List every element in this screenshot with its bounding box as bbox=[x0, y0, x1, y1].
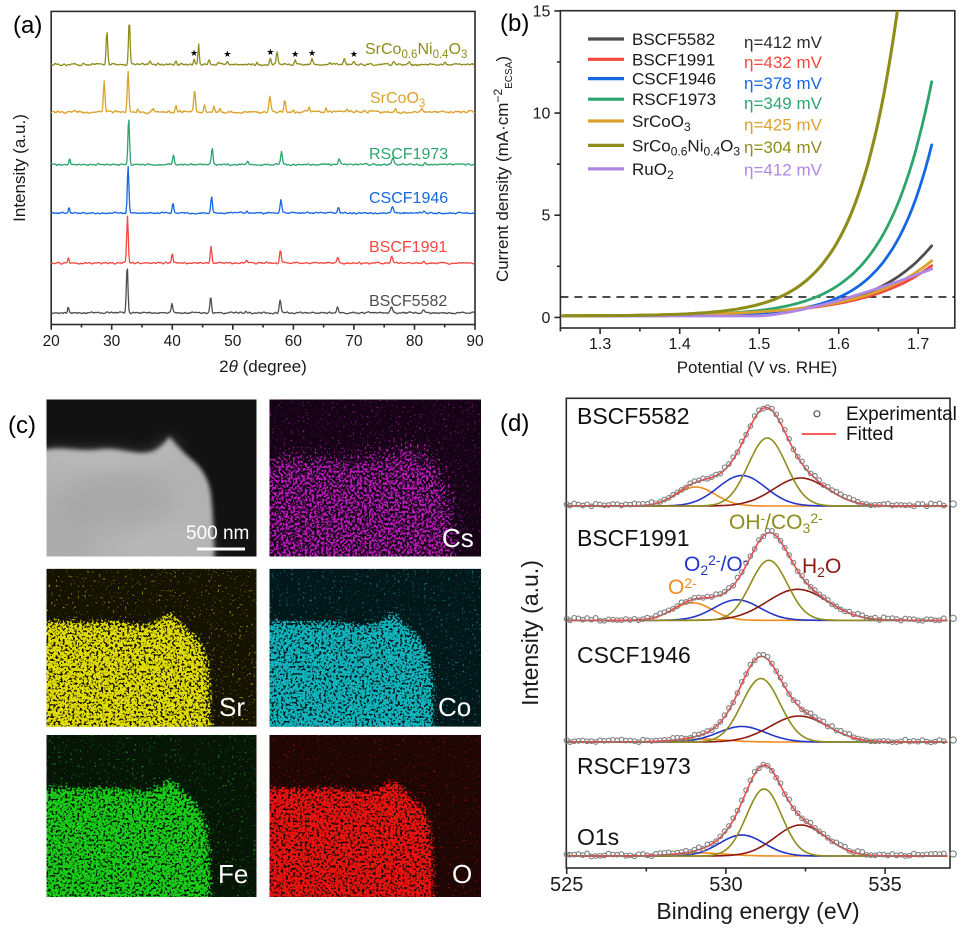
svg-text:Binding energy (eV): Binding energy (eV) bbox=[656, 898, 859, 924]
svg-text:SrCoO3: SrCoO3 bbox=[370, 90, 425, 110]
svg-text:Current density (mA·cm−2ECSA): Current density (mA·cm−2ECSA) bbox=[491, 56, 515, 282]
svg-text:η=412 mV: η=412 mV bbox=[744, 33, 823, 52]
svg-text:★: ★ bbox=[190, 48, 198, 58]
svg-text:525: 525 bbox=[550, 874, 583, 896]
svg-text:1.5: 1.5 bbox=[748, 336, 770, 353]
svg-text:40: 40 bbox=[164, 333, 182, 350]
svg-text:★: ★ bbox=[308, 48, 316, 58]
svg-text:1.6: 1.6 bbox=[828, 336, 850, 353]
svg-text:60: 60 bbox=[285, 333, 303, 350]
svg-text:1.7: 1.7 bbox=[907, 336, 929, 353]
svg-text:Cs: Cs bbox=[442, 523, 474, 553]
svg-text:BSCF1991: BSCF1991 bbox=[632, 50, 715, 69]
svg-text:1.3: 1.3 bbox=[589, 336, 611, 353]
svg-text:Fitted: Fitted bbox=[846, 424, 894, 445]
svg-text:Experimental: Experimental bbox=[846, 404, 957, 425]
svg-text:BSCF5582: BSCF5582 bbox=[632, 30, 715, 49]
svg-text:5: 5 bbox=[541, 208, 550, 225]
svg-text:BSCF1991: BSCF1991 bbox=[369, 239, 447, 256]
svg-text:η=304 mV: η=304 mV bbox=[744, 138, 823, 157]
svg-text:BSCF5582: BSCF5582 bbox=[369, 293, 447, 310]
svg-text:CSCF1946: CSCF1946 bbox=[577, 642, 691, 668]
svg-text:Sr: Sr bbox=[219, 692, 245, 722]
svg-text:1.4: 1.4 bbox=[668, 336, 690, 353]
svg-text:Fe: Fe bbox=[218, 859, 248, 889]
svg-text:η=432 mV: η=432 mV bbox=[744, 53, 823, 72]
svg-text:80: 80 bbox=[406, 333, 424, 350]
svg-text:CSCF1946: CSCF1946 bbox=[369, 190, 448, 207]
svg-text:★: ★ bbox=[223, 49, 231, 59]
svg-text:70: 70 bbox=[345, 333, 363, 350]
svg-text:(b): (b) bbox=[500, 10, 529, 37]
svg-text:η=349 mV: η=349 mV bbox=[744, 94, 823, 113]
svg-text:O22-/O-: O22-/O- bbox=[684, 552, 748, 578]
svg-text:RSCF1973: RSCF1973 bbox=[369, 146, 448, 163]
svg-text:★: ★ bbox=[291, 49, 299, 59]
svg-text:500 nm: 500 nm bbox=[186, 523, 249, 544]
svg-text:50: 50 bbox=[224, 333, 242, 350]
svg-text:Intensity (a.u.): Intensity (a.u.) bbox=[517, 560, 543, 706]
svg-text:0: 0 bbox=[541, 310, 550, 327]
svg-text:O: O bbox=[452, 859, 472, 889]
svg-text:CSCF1946: CSCF1946 bbox=[632, 70, 716, 89]
svg-text:η=425 mV: η=425 mV bbox=[744, 116, 823, 135]
svg-text:SrCo0.6Ni0.4O3: SrCo0.6Ni0.4O3 bbox=[365, 41, 467, 61]
svg-text:SrCoO3: SrCoO3 bbox=[632, 112, 691, 134]
svg-text:30: 30 bbox=[103, 333, 121, 350]
svg-text:BSCF1991: BSCF1991 bbox=[577, 525, 690, 551]
svg-text:15: 15 bbox=[533, 3, 551, 20]
svg-text:H2O: H2O bbox=[802, 555, 841, 580]
svg-text:SrCo0.6Ni0.4O3: SrCo0.6Ni0.4O3 bbox=[632, 136, 740, 158]
svg-text:OH-/CO32-: OH-/CO32- bbox=[729, 510, 823, 536]
svg-text:RSCF1973: RSCF1973 bbox=[577, 753, 691, 779]
svg-text:530: 530 bbox=[709, 874, 742, 896]
svg-text:RuO2: RuO2 bbox=[632, 160, 674, 182]
svg-text:BSCF5582: BSCF5582 bbox=[577, 403, 690, 429]
svg-text:535: 535 bbox=[868, 874, 901, 896]
svg-text:(a): (a) bbox=[13, 12, 42, 39]
svg-text:20: 20 bbox=[43, 333, 61, 350]
svg-text:10: 10 bbox=[533, 106, 551, 123]
svg-text:2θ (degree): 2θ (degree) bbox=[219, 357, 307, 376]
svg-text:90: 90 bbox=[466, 333, 484, 350]
svg-text:η=378 mV: η=378 mV bbox=[744, 74, 823, 93]
svg-text:O1s: O1s bbox=[577, 824, 619, 850]
svg-text:★: ★ bbox=[266, 47, 274, 57]
svg-text:η=412 mV: η=412 mV bbox=[744, 161, 823, 180]
svg-text:Intensity (a.u.): Intensity (a.u.) bbox=[10, 114, 29, 222]
svg-text:O2-: O2- bbox=[668, 575, 697, 599]
svg-text:★: ★ bbox=[350, 49, 358, 59]
svg-text:Co: Co bbox=[438, 692, 471, 722]
svg-text:(d): (d) bbox=[500, 410, 529, 437]
svg-text:Potential (V vs. RHE): Potential (V vs. RHE) bbox=[677, 358, 838, 377]
svg-text:(c): (c) bbox=[8, 412, 36, 439]
svg-text:RSCF1973: RSCF1973 bbox=[632, 90, 716, 109]
